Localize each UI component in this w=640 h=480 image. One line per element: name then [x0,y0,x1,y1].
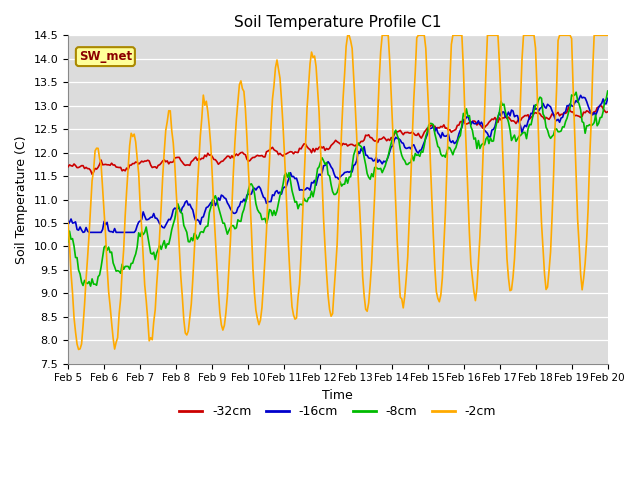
Legend: -32cm, -16cm, -8cm, -2cm: -32cm, -16cm, -8cm, -2cm [175,400,501,423]
X-axis label: Time: Time [323,389,353,402]
Y-axis label: Soil Temperature (C): Soil Temperature (C) [15,135,28,264]
Text: SW_met: SW_met [79,50,132,63]
Title: Soil Temperature Profile C1: Soil Temperature Profile C1 [234,15,442,30]
